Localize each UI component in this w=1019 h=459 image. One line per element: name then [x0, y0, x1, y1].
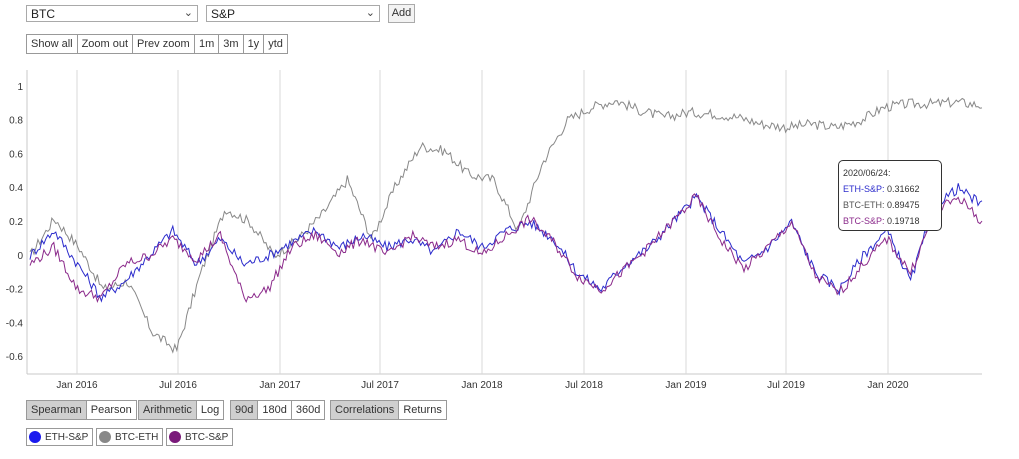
x-tick-label: Jul 2018 — [565, 380, 603, 391]
y-tick-label: -0.2 — [6, 285, 24, 296]
legend-btc-eth[interactable]: BTC-ETH — [96, 428, 164, 446]
y-tick-label: -0.4 — [6, 318, 24, 329]
legend-eth-sp[interactable]: ETH-S&P — [26, 428, 94, 446]
chart-tooltip: 2020/06/24: ETH-S&P: 0.31662 BTC-ETH: 0.… — [838, 160, 942, 231]
y-tick-label: 0.8 — [9, 116, 23, 127]
legend-dot-icon — [29, 431, 41, 443]
legend-dot-icon — [99, 431, 111, 443]
x-tick-label: Jul 2017 — [361, 380, 399, 391]
prev-zoom-button[interactable]: Prev zoom — [137, 38, 190, 50]
range-1y-button[interactable]: 1y — [244, 35, 265, 53]
y-tick-label: -0.6 — [6, 352, 24, 363]
y-tick-label: 0.2 — [9, 217, 23, 228]
y-tick-label: 1 — [17, 82, 23, 93]
tooltip-row-eth-sp: ETH-S&P: 0.31662 — [843, 181, 937, 197]
tooltip-value: 0.19718 — [887, 216, 920, 226]
zoom-out-button[interactable]: Zoom out — [78, 35, 134, 53]
chevron-down-icon: ⌄ — [183, 7, 193, 19]
series-line-eth-sp — [29, 183, 983, 303]
y-tick-label: 0.6 — [9, 149, 23, 160]
show-all-button[interactable]: Show all — [27, 35, 78, 53]
x-tick-label: Jan 2016 — [56, 380, 98, 391]
zoom-button-group: Show all Zoom out Prev zoom — [26, 34, 195, 54]
y-tick-label: 0.4 — [9, 183, 23, 194]
arithmetic-button[interactable]: Arithmetic — [139, 401, 197, 419]
scale-button-group: Arithmetic Log — [138, 400, 225, 420]
returns-button[interactable]: Returns — [403, 404, 442, 416]
tooltip-value: 0.89475 — [887, 200, 920, 210]
asset-select-left-value: BTC — [31, 7, 55, 21]
legend-label: BTC-ETH — [115, 431, 159, 443]
correlations-button[interactable]: Correlations — [331, 401, 400, 419]
legend-label: ETH-S&P — [45, 431, 89, 443]
series-line-btc-sp — [29, 193, 983, 304]
spearman-button[interactable]: Spearman — [27, 401, 87, 419]
x-tick-label: Jul 2016 — [159, 380, 197, 391]
add-button[interactable]: Add — [388, 4, 415, 23]
log-button[interactable]: Log — [200, 404, 220, 416]
asset-select-right[interactable]: S&P ⌄ — [206, 5, 380, 22]
window-button-group: 90d 180d 360d — [230, 400, 326, 420]
correlation-chart[interactable]: 1 0.8 0.6 0.4 0.2 0 -0.2 -0.4 -0.6 Jan 2016 Jul 20… — [0, 60, 1019, 400]
tooltip-row-btc-sp: BTC-S&P: 0.19718 — [843, 213, 937, 229]
range-3m-button[interactable]: 3m — [219, 35, 244, 53]
legend-btc-sp[interactable]: BTC-S&P — [166, 428, 234, 446]
asset-select-left[interactable]: BTC ⌄ — [26, 5, 198, 22]
tooltip-label: ETH-S&P: — [843, 184, 885, 194]
tooltip-date: 2020/06/24: — [843, 168, 891, 178]
x-tick-label: Jan 2017 — [259, 380, 301, 391]
view-button-group: Correlations Returns — [330, 400, 447, 420]
window-360d-button[interactable]: 360d — [295, 404, 321, 416]
window-180d-button[interactable]: 180d — [258, 401, 292, 419]
chevron-down-icon: ⌄ — [365, 7, 375, 19]
y-tick-label: 0 — [17, 251, 23, 262]
method-button-group: Spearman Pearson — [26, 400, 137, 420]
window-90d-button[interactable]: 90d — [231, 401, 259, 419]
tooltip-row-btc-eth: BTC-ETH: 0.89475 — [843, 197, 937, 213]
x-tick-label: Jul 2019 — [767, 380, 805, 391]
tooltip-label: BTC-ETH: — [843, 200, 885, 210]
range-1m-button[interactable]: 1m — [195, 35, 220, 53]
tooltip-value: 0.31662 — [887, 184, 920, 194]
range-ytd-button[interactable]: ytd — [268, 38, 283, 50]
pearson-button[interactable]: Pearson — [90, 404, 132, 416]
tooltip-label: BTC-S&P: — [843, 216, 885, 226]
range-button-group: 1m 3m 1y ytd — [194, 34, 288, 54]
legend-label: BTC-S&P — [185, 431, 229, 443]
x-tick-label: Jan 2018 — [461, 380, 503, 391]
x-tick-label: Jan 2019 — [665, 380, 707, 391]
series-line-btc-eth — [29, 96, 983, 354]
legend-dot-icon — [169, 431, 181, 443]
x-tick-label: Jan 2020 — [867, 380, 909, 391]
asset-select-right-value: S&P — [211, 7, 236, 21]
